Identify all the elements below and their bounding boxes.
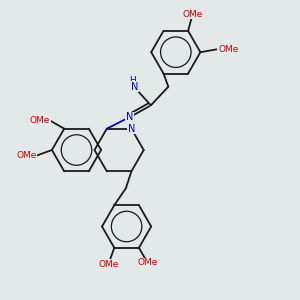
Text: OMe: OMe	[137, 258, 158, 267]
Text: N: N	[131, 82, 138, 92]
Text: OMe: OMe	[98, 260, 119, 269]
Text: OMe: OMe	[29, 116, 50, 125]
Text: H: H	[130, 76, 136, 85]
Text: N: N	[126, 112, 133, 122]
Text: OMe: OMe	[16, 151, 36, 160]
Text: OMe: OMe	[182, 10, 203, 19]
Text: N: N	[128, 124, 135, 134]
Text: OMe: OMe	[218, 45, 238, 54]
